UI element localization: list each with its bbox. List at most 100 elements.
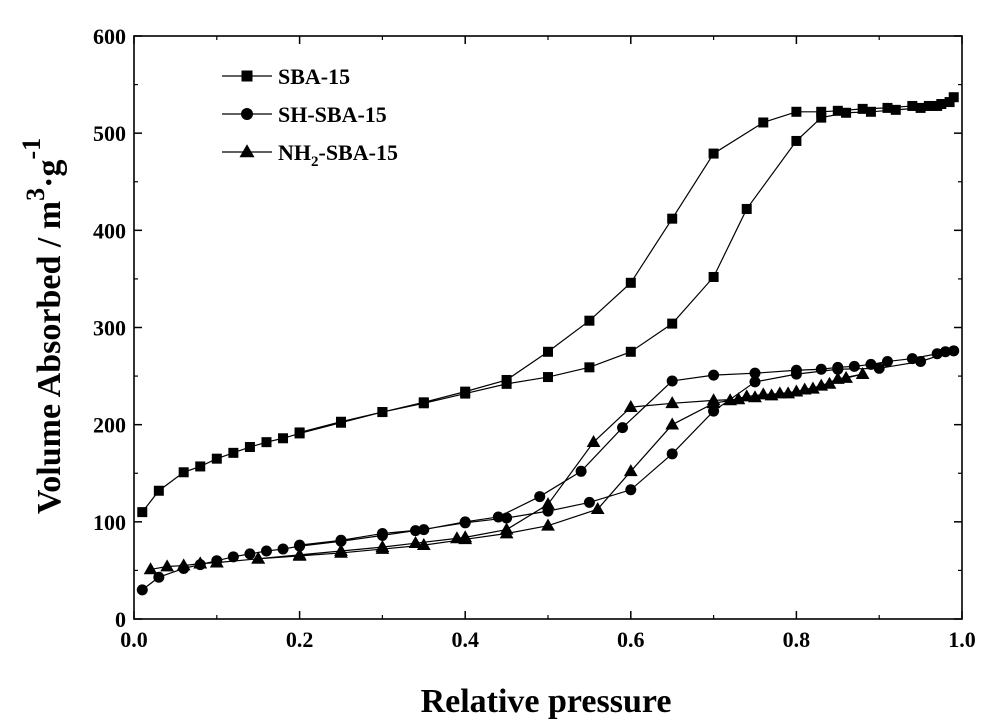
data-point (584, 362, 595, 373)
data-point (251, 551, 266, 564)
series-line (150, 373, 863, 571)
data-point (499, 522, 514, 535)
data-point (822, 376, 837, 389)
data-point (335, 534, 347, 546)
legend-marker (241, 108, 253, 120)
legend-label: SBA-15 (278, 64, 350, 89)
data-point (790, 364, 802, 376)
data-point (418, 397, 429, 408)
legend-marker (239, 144, 255, 158)
data-point (209, 555, 224, 568)
series-line (141, 96, 955, 513)
y-tick-label: 400 (93, 218, 126, 243)
data-point (873, 362, 885, 374)
data-point (832, 361, 844, 373)
data-point (136, 584, 148, 596)
data-point (228, 447, 239, 458)
data-point (830, 371, 845, 384)
x-tick-label: 0.6 (617, 627, 645, 652)
legend-label: SH-SBA-15 (278, 102, 387, 127)
data-point (764, 388, 779, 401)
x-tick-label: 0.2 (286, 627, 314, 652)
data-point (666, 448, 678, 460)
data-point (832, 105, 843, 116)
data-point (294, 539, 306, 551)
legend-item-0: SBA-15 (222, 64, 350, 89)
data-point (731, 392, 746, 405)
data-point (814, 378, 829, 391)
data-point (244, 548, 256, 560)
data-point (410, 525, 422, 537)
data-point (625, 346, 636, 357)
legend-item-2: NH2-SBA-15 (222, 140, 398, 170)
data-point (791, 106, 802, 117)
data-point (450, 531, 464, 544)
y-axis-title-sup: 3 (21, 188, 50, 201)
data-point (377, 407, 388, 418)
data-point (244, 442, 255, 453)
data-point (948, 345, 960, 357)
y-tick-label: 100 (93, 510, 126, 535)
data-point (708, 271, 719, 282)
data-point (939, 346, 951, 358)
data-point (944, 97, 955, 108)
data-point (748, 390, 762, 403)
x-axis-title: Relative pressure (421, 683, 672, 720)
data-point (890, 104, 901, 115)
data-point (907, 100, 918, 111)
data-point (708, 369, 720, 381)
y-axis-title-base: Volume Absorbed / m (31, 201, 68, 514)
data-point (741, 203, 752, 214)
data-point (227, 551, 239, 563)
data-point (816, 106, 827, 117)
data-point (936, 99, 947, 110)
data-point (336, 416, 346, 427)
data-point (708, 405, 720, 417)
data-point (460, 386, 471, 397)
data-point (459, 516, 471, 528)
data-point (816, 112, 827, 123)
data-point (195, 461, 206, 472)
series-0 (137, 92, 959, 518)
data-point (376, 527, 388, 539)
y-tick-label: 200 (93, 413, 126, 438)
plot-frame (133, 35, 963, 620)
y-axis-title-sup2: -1 (17, 138, 46, 160)
data-point (857, 103, 868, 114)
x-tick-label: 0.0 (120, 627, 148, 652)
data-point (665, 396, 680, 409)
data-point (541, 518, 555, 531)
data-point (137, 507, 148, 518)
data-point (334, 543, 348, 556)
legend-marker (241, 70, 253, 82)
data-point (261, 437, 272, 448)
data-point (176, 558, 191, 571)
y-tick-label: 500 (93, 121, 126, 146)
data-point (841, 107, 852, 118)
data-point (211, 453, 222, 464)
data-point (706, 393, 721, 406)
data-point (865, 358, 877, 370)
data-point (584, 315, 595, 326)
data-point (665, 417, 680, 430)
data-point (418, 524, 430, 536)
data-point (543, 372, 553, 383)
legend-item-1: SH-SBA-15 (222, 102, 387, 127)
data-point (277, 543, 289, 555)
y-tick-label: 300 (93, 316, 126, 341)
legend-label: NH2-SBA-15 (278, 140, 398, 170)
data-point (781, 386, 795, 399)
data-point (143, 562, 158, 575)
data-point (667, 213, 678, 224)
data-point (492, 511, 504, 523)
data-point (543, 346, 553, 357)
series-layer (136, 92, 960, 596)
data-point (758, 117, 769, 128)
data-point (260, 545, 272, 557)
data-point (292, 547, 307, 560)
data-point (855, 366, 870, 379)
y-tick-label: 600 (93, 24, 126, 49)
data-point (923, 100, 934, 111)
data-point (797, 382, 812, 395)
data-point (586, 434, 601, 448)
